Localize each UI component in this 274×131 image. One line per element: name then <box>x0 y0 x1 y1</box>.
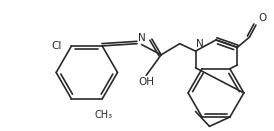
Text: N: N <box>196 39 204 49</box>
Text: N: N <box>138 33 146 43</box>
Text: OH: OH <box>138 77 154 87</box>
Text: Cl: Cl <box>52 41 62 51</box>
Text: CH₃: CH₃ <box>95 110 113 120</box>
Text: O: O <box>259 13 267 23</box>
